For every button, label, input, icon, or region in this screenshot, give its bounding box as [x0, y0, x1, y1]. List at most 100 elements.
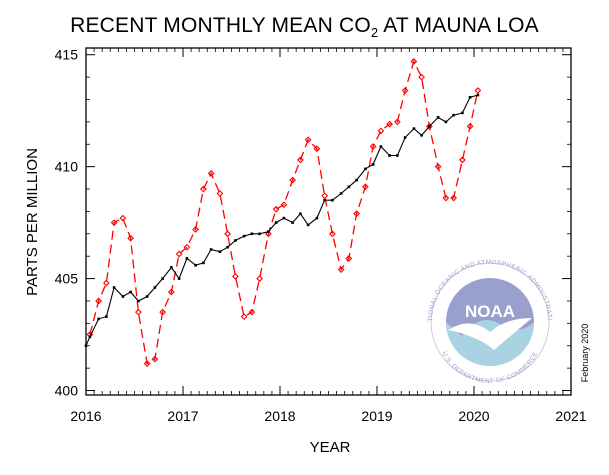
monthly-point [345, 255, 353, 262]
monthly-point [410, 58, 418, 65]
monthly-point [264, 230, 272, 238]
trend-point [282, 216, 286, 220]
noaa-logo-gull-icon [448, 318, 532, 350]
trend-point [347, 185, 351, 189]
monthly-point [442, 194, 450, 202]
x-tick-label: 2019 [361, 408, 392, 424]
monthly-point [329, 230, 336, 238]
trend-point [371, 163, 375, 166]
trend-point [105, 315, 108, 318]
trend-point [209, 248, 213, 251]
y-tick-label: 400 [55, 383, 79, 399]
trend-point [388, 154, 391, 157]
monthly-point [175, 250, 183, 258]
monthly-point [296, 156, 304, 164]
monthly-point [135, 308, 142, 316]
monthly-point [353, 210, 361, 218]
monthly-point [127, 234, 134, 242]
trend-point [444, 120, 448, 124]
y-tick-labels: 400 405 410 415 [55, 47, 79, 399]
trend-point [428, 125, 431, 128]
monthly-point [224, 230, 231, 238]
trend-point [339, 192, 343, 195]
trend-point [355, 178, 358, 182]
monthly-point [159, 308, 167, 316]
monthly-point [393, 118, 401, 126]
monthly-line [89, 59, 479, 365]
monthly-point [232, 272, 239, 280]
x-tick-label: 2021 [555, 408, 586, 424]
trend-point [291, 221, 294, 224]
trend-point [315, 216, 319, 220]
monthly-point [256, 275, 264, 282]
monthly-point [199, 185, 207, 193]
monthly-point [337, 266, 345, 274]
trend-point [97, 317, 100, 321]
trend-point [121, 295, 125, 298]
trend-point [161, 277, 164, 280]
x-tick-label: 2020 [458, 408, 489, 424]
monthly-point [95, 297, 102, 305]
trend-point [274, 221, 278, 224]
monthly-point [272, 205, 280, 213]
noaa-logo: NOAA NATIONAL OCEANIC AND ATMOSPHERIC AD… [0, 0, 553, 385]
trend-point [468, 96, 472, 99]
trend-point [185, 257, 189, 260]
monthly-point [280, 201, 288, 209]
chart-title-main: RECENT MONTHLY MEAN CO [70, 14, 371, 37]
monthly-point [143, 360, 151, 368]
monthly-point [110, 219, 118, 226]
monthly-point [474, 87, 482, 94]
trend-point [234, 239, 237, 242]
x-tick-label: 2018 [264, 408, 295, 424]
monthly-point [418, 73, 425, 81]
monthly-point [151, 355, 159, 363]
monthly-point [289, 176, 296, 184]
trend-point [88, 335, 92, 339]
monthly-point [466, 122, 474, 130]
monthly-point [450, 194, 458, 202]
trend-point [129, 290, 132, 294]
monthly-point [192, 225, 199, 233]
trend-point [306, 223, 310, 227]
monthly-point [183, 243, 191, 251]
trend-point [331, 198, 334, 202]
trend-point [396, 154, 399, 157]
monthly-point [321, 192, 328, 200]
x-tick-label: 2016 [70, 408, 101, 424]
monthly-point [102, 279, 110, 287]
monthly-point [119, 214, 127, 222]
trend-point [267, 230, 270, 233]
monthly-point [167, 288, 175, 296]
series-trend [84, 93, 480, 347]
date-stamp: February 2020 [580, 324, 590, 383]
trend-point [379, 145, 383, 148]
y-tick-label: 410 [55, 159, 79, 175]
trend-point [145, 295, 149, 298]
monthly-point [313, 145, 321, 153]
trend-point [242, 234, 246, 238]
trend-point [452, 113, 455, 117]
trend-point [218, 250, 222, 253]
trend-point [299, 212, 302, 215]
monthly-point [304, 136, 312, 144]
trend-point [137, 299, 140, 303]
monthly-point [377, 127, 385, 135]
trend-point [177, 277, 181, 280]
monthly-point [426, 122, 433, 130]
trend-point [364, 167, 367, 171]
trend-point [226, 245, 229, 249]
trend-point [202, 261, 205, 265]
monthly-point [240, 313, 248, 321]
trend-point [403, 136, 407, 139]
monthly-point [369, 143, 377, 150]
y-tick-label: 405 [55, 271, 79, 287]
trend-point [170, 266, 173, 269]
y-tick-label: 415 [55, 47, 79, 63]
trend-point [323, 198, 326, 202]
trend-point [420, 134, 423, 137]
trend-point [84, 344, 88, 347]
trend-point [476, 93, 480, 97]
trend-point [194, 263, 197, 267]
